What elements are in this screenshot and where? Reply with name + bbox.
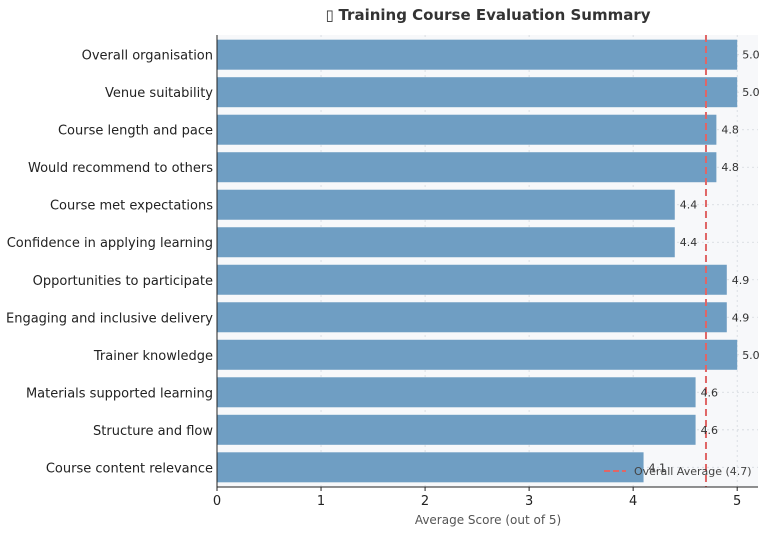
chart-title-text: Training Course Evaluation Summary <box>338 6 650 24</box>
category-label: Structure and flow <box>93 424 213 439</box>
bar-value-label: 4.4 <box>680 236 698 249</box>
bar-value-label: 4.6 <box>701 386 719 399</box>
axes: 0 1 2 3 4 5 <box>213 35 758 509</box>
bar-value-label: 4.9 <box>732 311 750 324</box>
bar-value-label: 4.9 <box>732 274 750 287</box>
labels: 5.0 Overall organisation 5.0 Venue suitabil… <box>6 49 760 477</box>
x-tick-label: 4 <box>629 494 637 509</box>
category-label: Opportunities to participate <box>33 274 213 289</box>
category-label: Confidence in applying learning <box>7 236 213 251</box>
category-label: Engaging and inclusive delivery <box>6 311 213 326</box>
chart-emoji-icon: ▯ <box>325 6 338 24</box>
legend: Overall Average (4.7) <box>604 465 752 478</box>
category-label: Course length and pace <box>58 124 213 139</box>
bar-value-label: 4.8 <box>721 161 739 174</box>
bars <box>217 39 738 483</box>
plot-area <box>217 35 758 487</box>
x-tick-label: 5 <box>733 494 741 509</box>
bar <box>217 264 727 295</box>
bar <box>217 39 738 70</box>
plot-background <box>217 35 758 487</box>
x-axis-label: Average Score (out of 5) <box>415 513 561 527</box>
bar <box>217 114 717 145</box>
bar <box>217 227 675 258</box>
legend-label: Overall Average (4.7) <box>634 465 752 478</box>
category-label: Would recommend to others <box>28 161 213 176</box>
bar <box>217 77 738 108</box>
bar-value-label: 5.0 <box>742 49 760 62</box>
category-label: Trainer knowledge <box>93 349 213 364</box>
bar <box>217 189 675 220</box>
bar-value-label: 5.0 <box>742 86 760 99</box>
bar <box>217 377 696 408</box>
x-tick-label: 1 <box>317 494 325 509</box>
chart-title: ▯ Training Course Evaluation Summary <box>325 6 650 24</box>
category-label: Materials supported learning <box>26 386 213 401</box>
bar-value-label: 4.1 <box>649 461 667 474</box>
bar-value-label: 4.4 <box>680 199 698 212</box>
category-label: Overall organisation <box>82 49 213 64</box>
category-label: Venue suitability <box>105 86 213 101</box>
bar <box>217 414 696 445</box>
x-tick-label: 2 <box>421 494 429 509</box>
bar <box>217 152 717 183</box>
bar-value-label: 4.8 <box>721 124 739 137</box>
bar-value-label: 4.6 <box>701 424 719 437</box>
bar <box>217 302 727 333</box>
x-tick-label: 0 <box>213 494 221 509</box>
bar <box>217 452 644 483</box>
bar-value-label: 5.0 <box>742 349 760 362</box>
bar <box>217 339 738 370</box>
x-tick-label: 3 <box>525 494 533 509</box>
category-label: Course content relevance <box>46 461 213 476</box>
category-label: Course met expectations <box>50 199 213 214</box>
